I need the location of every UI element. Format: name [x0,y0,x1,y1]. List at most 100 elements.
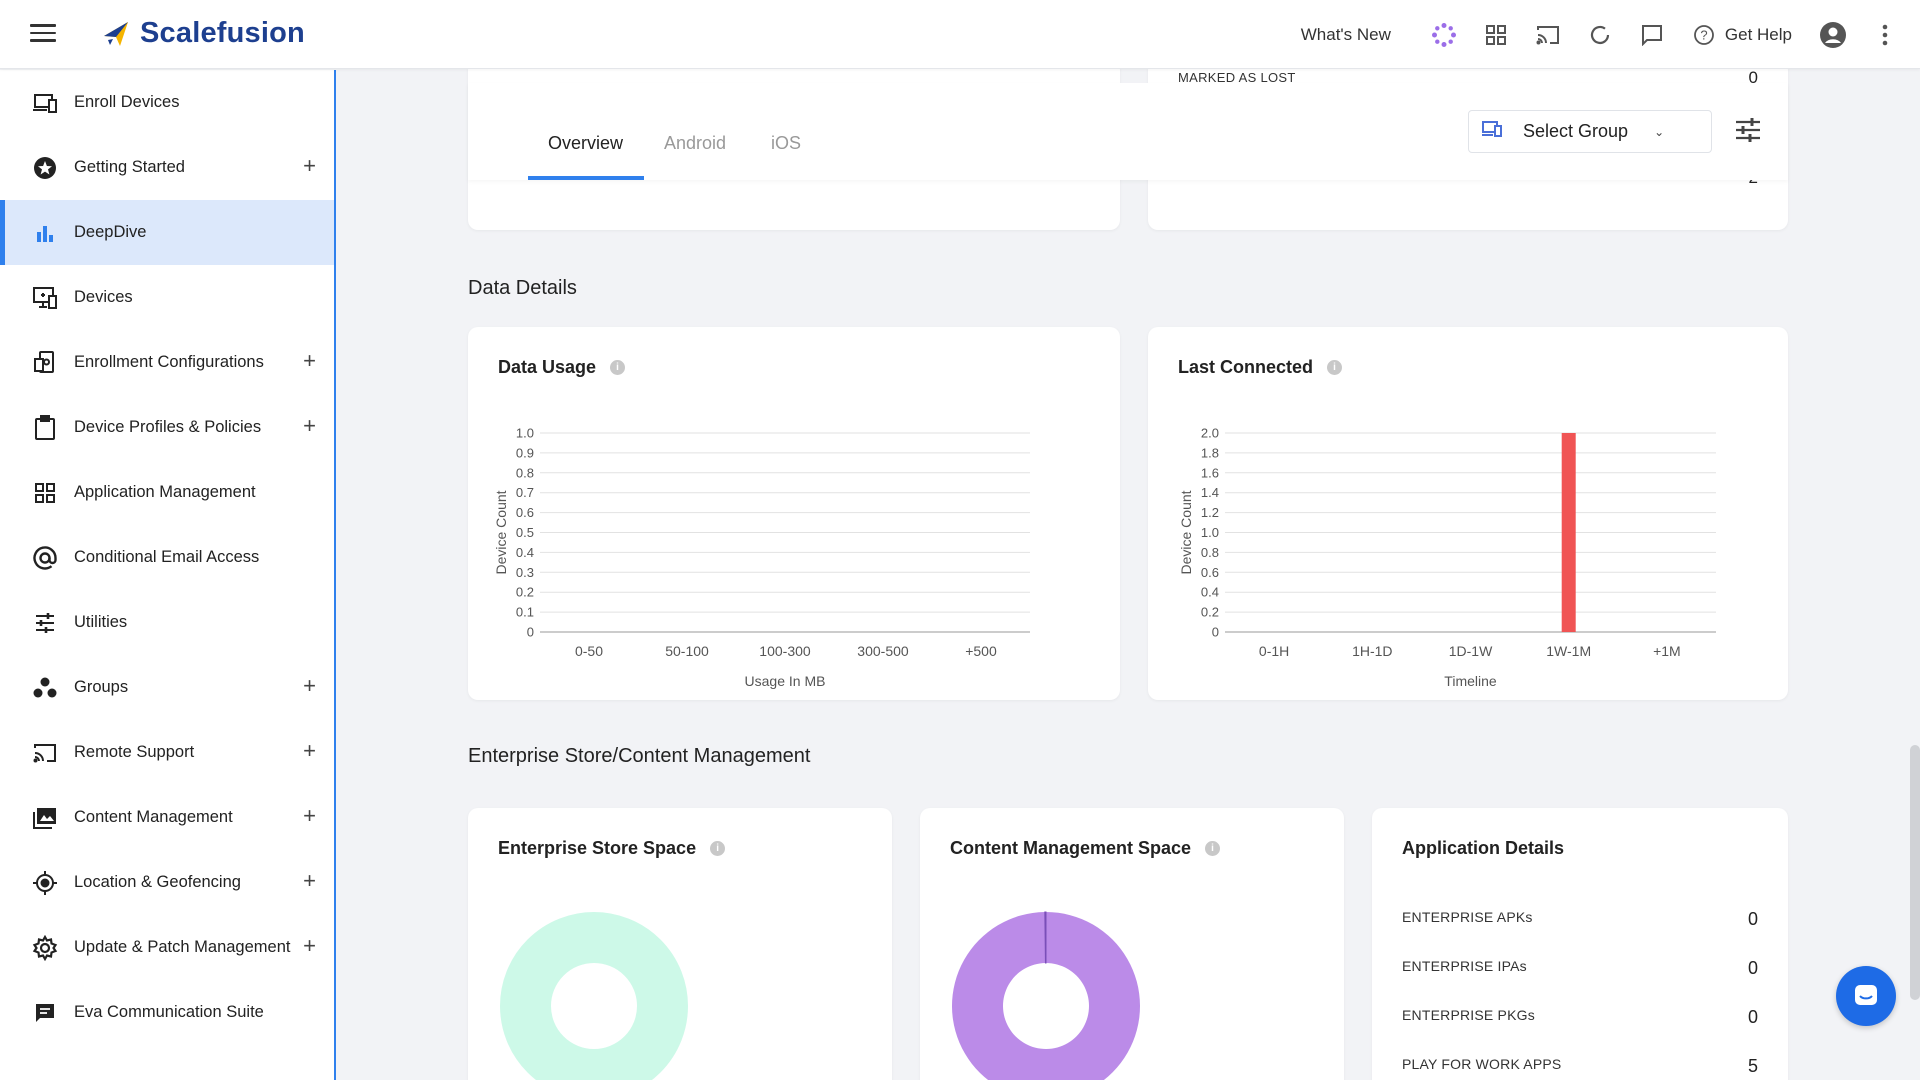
sync-icon[interactable] [1585,20,1615,50]
tab-ios[interactable]: iOS [771,133,802,153]
sidebar-item-remote-support[interactable]: Remote Support + [0,720,334,785]
y-tick-label: 0.8 [1201,545,1219,560]
sidebar-item-label: Update & Patch Management [74,938,291,956]
y-tick-label: 0.8 [516,465,534,480]
ai-sparkle-icon[interactable] [1429,20,1459,50]
expand-plus-icon[interactable]: + [303,738,316,763]
expand-plus-icon[interactable]: + [303,673,316,698]
marked-as-lost-value: 0 [1748,68,1758,87]
sidebar-item-label: DeepDive [74,223,147,241]
sidebar-item-label: Utilities [74,613,128,631]
chat-support-button[interactable] [1836,966,1896,1026]
sidebar-item-deepdive[interactable]: DeepDive [0,200,334,265]
sidebar-item-getting-started[interactable]: Getting Started + [0,135,334,200]
x-tick-label: 1D-1W [1449,643,1493,659]
sidebar-item-utilities[interactable]: Utilities [0,590,334,655]
enterprise-ipas-value: 0 [1747,958,1758,978]
filter-settings-icon[interactable] [1734,117,1764,145]
info-icon[interactable]: i [710,841,726,856]
last-connected-card: Last Connected i 0 0.2 0.4 0.6 0.8 1.0 1.2 1.4 1… [1148,327,1788,700]
sidebar-item-enroll-devices[interactable]: Enroll Devices [0,70,334,135]
menu-icon[interactable] [30,24,56,44]
expand-plus-icon[interactable]: + [303,348,316,373]
help-icon: ? [1689,20,1719,50]
enterprise-section-title: Enterprise Store/Content Management [468,745,811,767]
tabs-bar: Overview Android iOS Select Group ⌄ [468,83,1788,180]
sidebar-item-location-geofencing[interactable]: Location & Geofencing + [0,850,334,915]
y-tick-label: 0.7 [516,485,534,500]
cast-icon[interactable] [1533,20,1563,50]
page-scrollbar[interactable] [1910,745,1920,1000]
content-management-donut [951,911,1140,1080]
cast-icon [32,740,58,766]
sidebar-item-label: Devices [74,288,133,306]
donut-slice [500,912,688,1080]
sidebar-item-groups[interactable]: Groups + [0,655,334,720]
sidebar-item-label: Eva Communication Suite [74,1003,264,1021]
data-details-title: Data Details [468,277,577,299]
sidebar-item-enrollment-configurations[interactable]: Enrollment Configurations + [0,330,334,395]
y-tick-label: 0.6 [516,505,534,520]
sidebar-item-label: Getting Started [74,158,185,176]
application-details-title-text: Application Details [1402,838,1565,858]
sidebar-item-device-profiles[interactable]: Device Profiles & Policies + [0,395,334,460]
brand-logo[interactable]: Scalefusion [100,17,305,50]
sidebar-item-update-patch-management[interactable]: Update & Patch Management + [0,915,334,980]
clipboard-icon [32,414,58,441]
y-tick-label: 0.2 [1201,605,1219,620]
x-tick-label: +500 [965,643,997,659]
sidebar-item-label: Device Profiles & Policies [74,418,262,436]
data-usage-title-text: Data Usage [498,357,597,377]
y-tick-label: 0.6 [1201,565,1219,580]
more-vertical-icon[interactable] [1870,20,1900,50]
play-for-work-apps-value: 5 [1747,1056,1758,1076]
tab-overview[interactable]: Overview [548,133,624,153]
y-tick-label: 0 [1212,625,1219,640]
sidebar-item-label: Enrollment Configurations [74,353,264,371]
user-avatar-icon[interactable] [1818,20,1848,50]
apps-grid-icon[interactable] [1481,20,1511,50]
apps-grid-icon [32,480,58,506]
expand-plus-icon[interactable]: + [303,933,316,958]
sidebar-item-application-management[interactable]: Application Management [0,460,334,525]
y-tick-label: 0 [527,625,534,640]
chevron-down-icon: ⌄ [1654,124,1665,139]
devices-icon [32,90,58,116]
data-usage-title: Data Usage i [498,357,626,378]
enterprise-pkgs-label: ENTERPRISE PKGs [1402,1007,1535,1023]
play-for-work-apps-label: PLAY FOR WORK APPS [1402,1056,1562,1072]
info-icon[interactable]: i [610,360,626,375]
y-tick-label: 1.8 [1201,445,1219,460]
enterprise-store-space-card: Enterprise Store Space i [468,808,892,1080]
sidebar-item-devices[interactable]: Devices [0,265,334,330]
message-icon[interactable] [1637,20,1667,50]
at-icon [32,545,58,571]
expand-plus-icon[interactable]: + [303,413,316,438]
tab-android[interactable]: Android [664,133,727,153]
content-management-space-title-text: Content Management Space [950,838,1192,858]
application-details-card: Application Details ENTERPRISE APKs 0 EN… [1372,808,1788,1080]
expand-plus-icon[interactable]: + [303,868,316,893]
sidebar-item-conditional-email-access[interactable]: Conditional Email Access [0,525,334,590]
expand-plus-icon[interactable]: + [303,153,316,178]
info-icon[interactable]: i [1327,360,1343,375]
data-usage-card: Data Usage i 0 0.1 0.2 0.3 0.4 0.5 0.6 0.7 0.8 0.… [468,327,1120,700]
y-tick-label: 0.4 [1201,585,1219,600]
select-group-dropdown[interactable]: Select Group ⌄ [1468,110,1712,153]
whats-new-link[interactable]: What's New [1300,24,1391,44]
sidebar-item-label: Groups [74,678,129,696]
chat-icon [32,1000,58,1026]
brand-name: Scalefusion [140,17,305,49]
donut-slice [951,912,1140,1080]
sidebar-item-content-management[interactable]: Content Management + [0,785,334,850]
x-axis-label: Timeline [1444,673,1497,689]
y-tick-label: 0.5 [516,525,534,540]
get-help-button[interactable]: ? Get Help [1689,20,1792,50]
get-help-label: Get Help [1724,24,1792,44]
y-tick-label: 1.0 [516,426,534,441]
logo-mark-icon [104,21,128,46]
sidebar-item-eva-communication-suite[interactable]: Eva Communication Suite [0,980,334,1045]
info-icon[interactable]: i [1205,841,1221,856]
last-connected-title: Last Connected i [1178,357,1343,378]
expand-plus-icon[interactable]: + [303,803,316,828]
